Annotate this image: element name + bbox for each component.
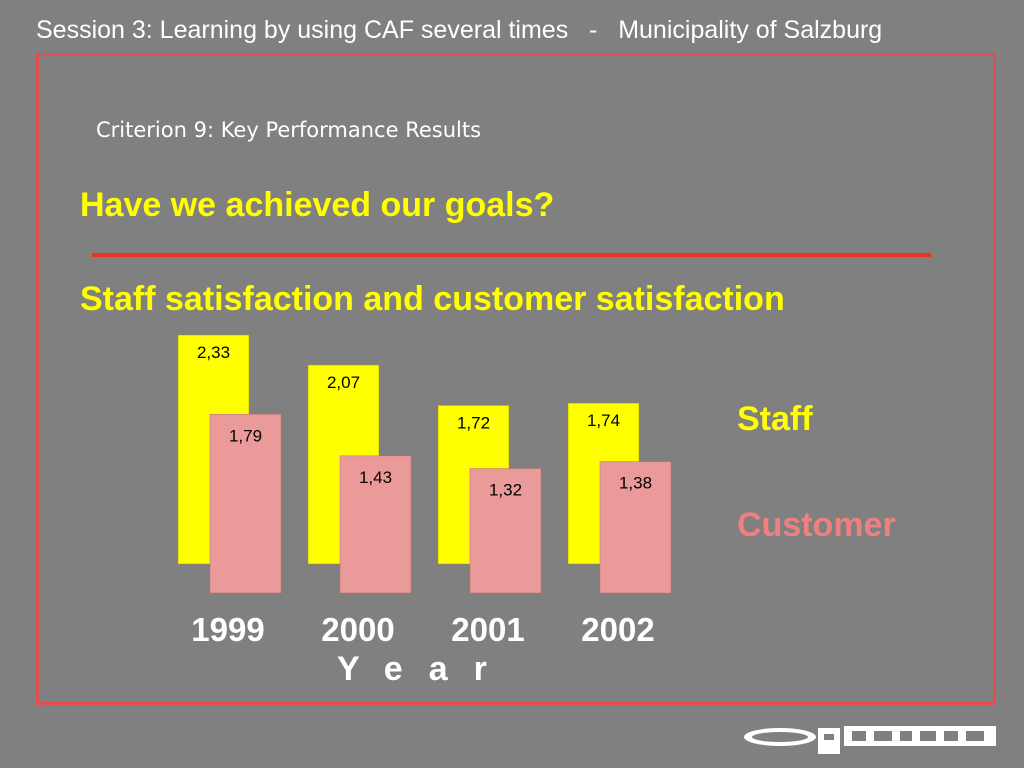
customer-value-label: 1,79 bbox=[229, 426, 262, 445]
question-heading: Have we achieved our goals? bbox=[80, 186, 555, 224]
customer-bar bbox=[339, 455, 412, 594]
customer-bar bbox=[209, 414, 282, 594]
staff-value-label: 2,07 bbox=[327, 373, 360, 392]
bar-chart: 2,33 1,79 1999 2,07 1,43 2000 1,72 1,32 2001 1,74… bbox=[177, 334, 672, 648]
content-frame bbox=[36, 53, 996, 705]
criterion-label: Criterion 9: Key Performance Results bbox=[96, 118, 482, 142]
legend-customer: Customer bbox=[737, 506, 896, 544]
year-tick-label: 2002 bbox=[581, 611, 654, 648]
legend-staff: Staff bbox=[737, 400, 813, 438]
organization-logo bbox=[744, 726, 996, 754]
year-tick-label: 2000 bbox=[321, 611, 394, 648]
x-axis-label: Year bbox=[337, 650, 513, 688]
customer-value-label: 1,38 bbox=[619, 474, 652, 493]
year-tick-label: 2001 bbox=[451, 611, 524, 648]
divider-line bbox=[92, 253, 931, 257]
customer-value-label: 1,32 bbox=[489, 481, 522, 500]
staff-value-label: 1,72 bbox=[457, 413, 490, 432]
customer-value-label: 1,43 bbox=[359, 468, 392, 487]
customer-bar bbox=[599, 461, 672, 594]
year-tick-label: 1999 bbox=[191, 611, 264, 648]
header-title: Session 3: Learning by using CAF several… bbox=[36, 16, 883, 44]
chart-subtitle: Staff satisfaction and customer satisfac… bbox=[80, 280, 785, 318]
staff-value-label: 1,74 bbox=[587, 411, 620, 430]
customer-bar bbox=[469, 468, 542, 594]
staff-value-label: 2,33 bbox=[197, 343, 230, 362]
